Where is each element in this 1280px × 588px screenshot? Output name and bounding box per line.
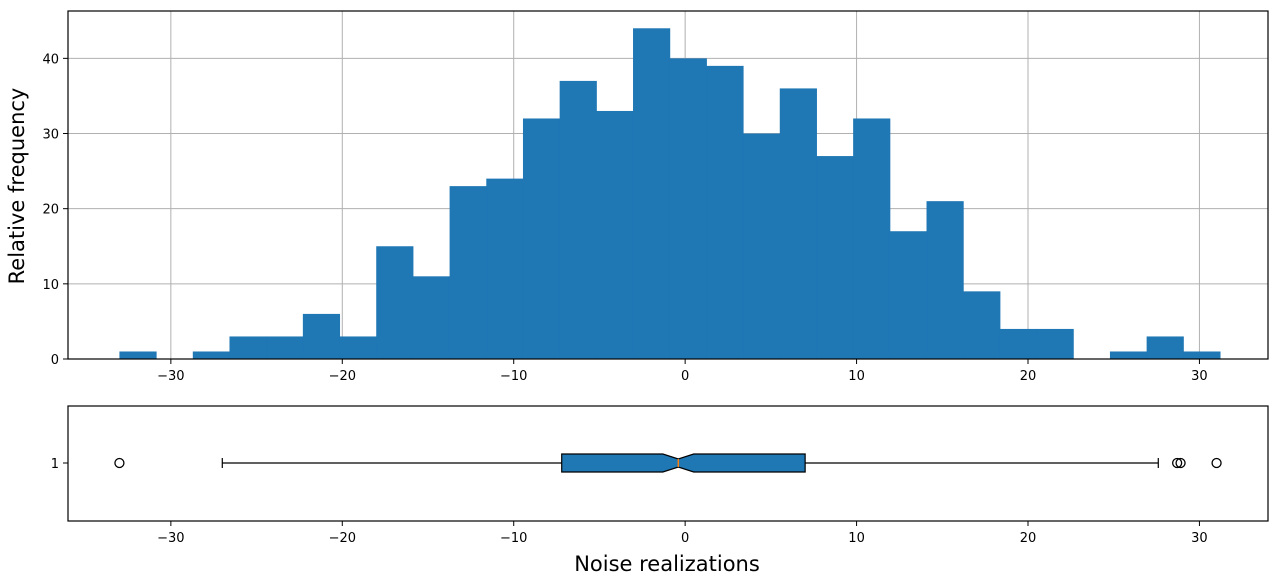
boxplot-outlier	[1175, 457, 1186, 469]
histogram-bar	[596, 110, 634, 359]
boxplot-box	[561, 453, 806, 473]
histogram-x-tick-label: 10	[848, 369, 865, 384]
histogram-bar	[302, 313, 341, 359]
histogram-bar	[119, 351, 157, 359]
histogram-bar	[559, 80, 597, 360]
boxplot-outlier	[1211, 457, 1222, 469]
boxplot-x-tick-label: 30	[1191, 531, 1208, 546]
histogram-bar	[963, 291, 1001, 359]
histogram-bar	[926, 201, 964, 359]
histogram-frame	[67, 10, 1269, 360]
histogram-bar	[889, 231, 928, 359]
histogram-y-tick-label: 0	[51, 353, 59, 368]
histogram-bar	[376, 246, 414, 359]
histogram-y-tick-label: 40	[42, 52, 59, 67]
histogram-bar	[779, 88, 817, 360]
histogram-x-tick-label: −30	[157, 369, 184, 384]
histogram-bar	[229, 336, 267, 359]
histogram-bar	[266, 336, 304, 359]
histogram-x-tick-label: 0	[681, 369, 689, 384]
boxplot-x-tick-label: −20	[329, 531, 356, 546]
boxplot-y-tick-label: 1	[51, 457, 59, 472]
boxplot-x-axis-label: Noise realizations	[574, 552, 760, 576]
histogram-bar	[449, 186, 487, 359]
histogram-y-axis-label: Relative frequency	[5, 88, 29, 285]
histogram-bar	[192, 351, 230, 359]
histogram-bar	[522, 118, 561, 359]
histogram-bar	[1109, 351, 1148, 359]
histogram-bar	[1036, 328, 1074, 359]
boxplot-panel: −30 −20 −10 0 10 20 30 1	[51, 405, 1269, 546]
histogram-y-tick-label: 30	[42, 128, 59, 143]
histogram-panel: −30 −20 −10 0 10 20 30 0 10 20 30 40	[42, 10, 1269, 384]
histogram-bar	[853, 118, 891, 359]
histogram-x-tick-label: 30	[1191, 369, 1208, 384]
histogram-y-tick-label: 10	[42, 278, 59, 293]
boxplot-x-tick-label: −30	[157, 531, 184, 546]
boxplot-outlier	[114, 457, 125, 469]
histogram-y-tick-label: 20	[42, 203, 59, 218]
histogram-bar	[1146, 336, 1184, 359]
histogram-bar	[743, 133, 781, 359]
histogram-x-tick-label: −20	[329, 369, 356, 384]
boxplot-x-tick-label: 0	[681, 531, 689, 546]
boxplot-x-tick-label: 20	[1020, 531, 1037, 546]
boxplot-x-tick-label: 10	[848, 531, 865, 546]
histogram-bar	[999, 328, 1038, 359]
boxplot-x-tick-label: −10	[500, 531, 527, 546]
histogram-bar	[339, 336, 377, 359]
histogram-bar	[412, 276, 451, 359]
histogram-bar	[816, 156, 854, 359]
histogram-bar	[1183, 351, 1221, 359]
histogram-bar	[486, 178, 524, 359]
histogram-bar	[706, 65, 744, 359]
histogram-x-tick-label: 20	[1020, 369, 1037, 384]
histogram-bar	[669, 58, 707, 359]
histogram-x-tick-label: −10	[500, 369, 527, 384]
histogram-bar	[633, 28, 671, 359]
boxplot-outlier	[1171, 457, 1183, 469]
